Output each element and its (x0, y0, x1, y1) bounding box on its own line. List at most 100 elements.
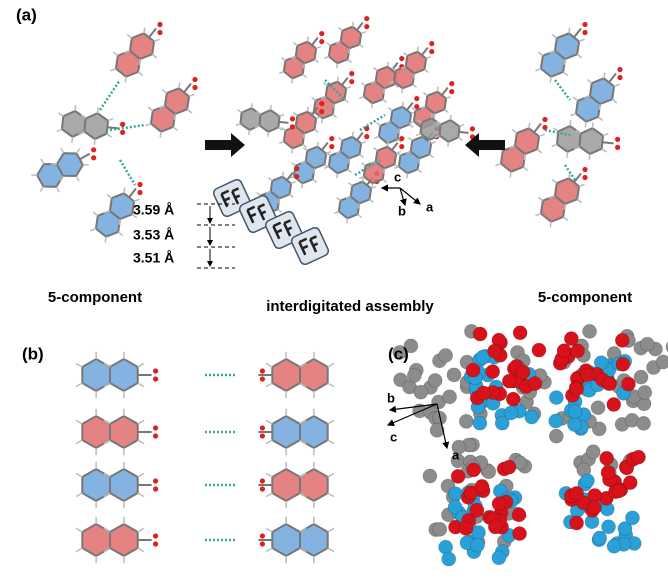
bond (315, 59, 319, 62)
bond (328, 363, 334, 367)
bond (77, 149, 80, 154)
bond (563, 72, 568, 76)
bond (419, 158, 420, 163)
bond (138, 548, 144, 552)
bond (458, 137, 462, 140)
oxygen (470, 126, 475, 131)
bond (338, 77, 339, 82)
bond (342, 78, 348, 85)
bond (266, 440, 272, 444)
bond (446, 97, 451, 99)
bond (138, 528, 144, 532)
oxygen (137, 190, 142, 195)
bond (353, 132, 354, 137)
atom (502, 374, 516, 388)
ring (110, 469, 138, 501)
oxygen (615, 145, 620, 150)
oxygen (153, 376, 158, 381)
bond (58, 113, 63, 116)
bond (585, 122, 586, 128)
bond (293, 113, 297, 116)
bond (353, 22, 354, 27)
bond (326, 152, 331, 154)
bond (413, 84, 417, 87)
bond (359, 203, 360, 208)
atom (640, 337, 654, 351)
bond (304, 133, 305, 138)
bond (173, 127, 178, 131)
bond (94, 139, 95, 145)
bond (373, 148, 377, 151)
naphthalene (258, 352, 334, 398)
atom (506, 392, 520, 406)
bond (290, 194, 294, 197)
bond (287, 173, 293, 180)
atom (637, 416, 651, 430)
oxygen (91, 155, 96, 160)
bond (570, 114, 575, 116)
ring (272, 469, 300, 501)
atom (601, 466, 615, 480)
atom (459, 521, 473, 535)
bond (279, 72, 284, 74)
bond (384, 168, 385, 173)
bond (362, 83, 366, 86)
bond (283, 172, 284, 177)
bond (431, 142, 436, 144)
bond (337, 173, 338, 178)
bond (360, 154, 364, 157)
atom (439, 348, 453, 362)
bond (315, 129, 319, 132)
bond (349, 48, 350, 53)
atom (607, 539, 621, 553)
naphthalene (570, 67, 622, 128)
bond (360, 44, 364, 47)
oxygen (260, 541, 265, 546)
atom (516, 365, 530, 379)
atom (407, 368, 421, 382)
space-filling (393, 324, 668, 566)
atom (570, 382, 584, 396)
atom (467, 463, 481, 477)
bond (107, 194, 112, 198)
atom (580, 368, 594, 382)
bond (426, 57, 431, 59)
atom (570, 486, 584, 500)
atom (459, 414, 473, 428)
distance: 3.59 Å (133, 202, 174, 218)
atom (591, 401, 605, 415)
oxygen (157, 22, 162, 27)
bond (266, 493, 272, 497)
axis-label: b (398, 203, 406, 218)
bond (302, 183, 303, 188)
bond (61, 148, 64, 153)
atom (428, 373, 442, 387)
atom (564, 332, 578, 346)
bond (107, 134, 112, 137)
bond (579, 184, 584, 186)
atom (473, 416, 487, 430)
bond (614, 84, 619, 86)
bond (57, 129, 62, 131)
bond (75, 105, 76, 111)
oxygen (449, 89, 454, 94)
bond (238, 110, 242, 113)
distance: 3.53 Å (133, 227, 174, 243)
naphthalene (76, 517, 158, 563)
naphthalene (535, 22, 587, 83)
oxygen (153, 486, 158, 491)
bond (138, 383, 144, 387)
oxygen (153, 541, 158, 546)
bond (138, 363, 144, 367)
oxygen (582, 175, 587, 180)
axis-label: c (390, 429, 397, 444)
oxygen (329, 136, 334, 141)
bond (280, 114, 285, 116)
bond (403, 53, 407, 56)
bond (314, 168, 315, 173)
panel-label: (c) (388, 344, 409, 363)
bond (328, 473, 334, 477)
bond (316, 47, 321, 49)
bond (266, 473, 272, 477)
ring (439, 120, 459, 142)
